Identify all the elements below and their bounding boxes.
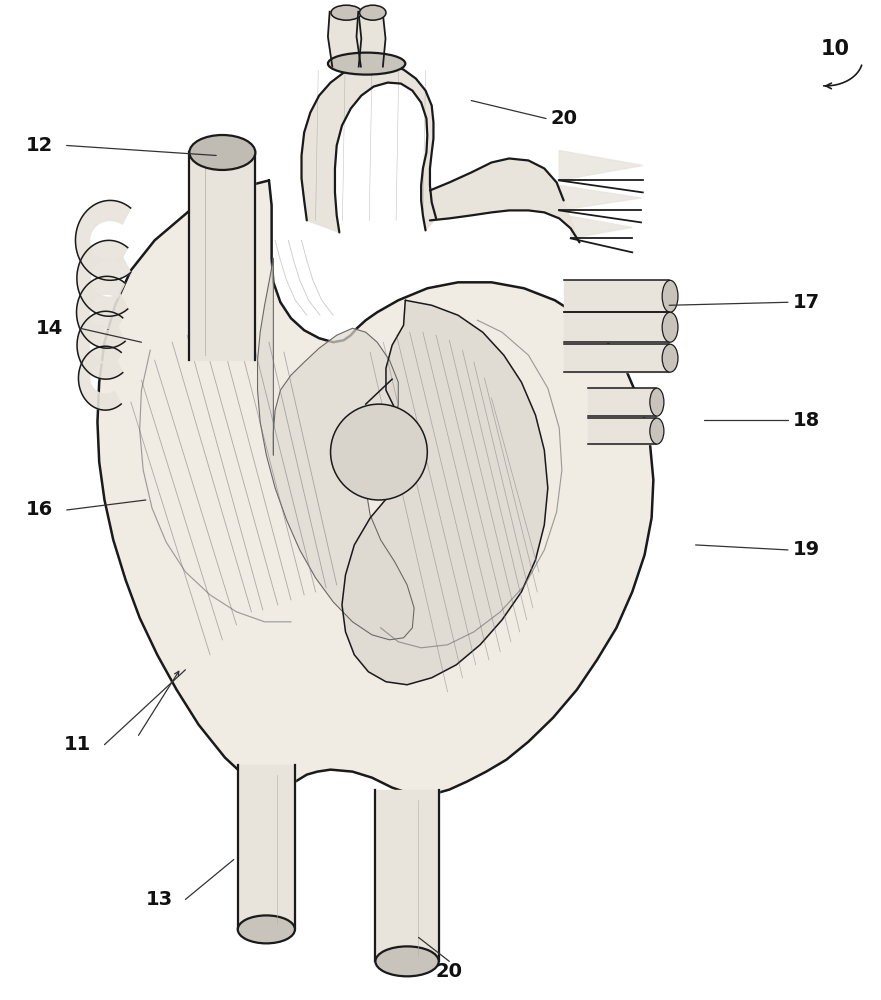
Polygon shape [559, 150, 643, 180]
Polygon shape [328, 12, 361, 67]
Polygon shape [189, 152, 255, 360]
Text: 20: 20 [551, 109, 577, 128]
Text: 12: 12 [26, 136, 53, 155]
Ellipse shape [650, 388, 664, 416]
Text: 17: 17 [792, 293, 819, 312]
Polygon shape [342, 300, 548, 685]
Text: 13: 13 [146, 890, 173, 909]
Ellipse shape [375, 946, 439, 976]
Text: 14: 14 [36, 319, 63, 338]
Ellipse shape [663, 344, 678, 372]
Text: 16: 16 [26, 500, 53, 519]
Polygon shape [564, 344, 670, 372]
Ellipse shape [238, 915, 295, 943]
Polygon shape [357, 12, 386, 67]
Polygon shape [77, 311, 122, 379]
Polygon shape [589, 388, 656, 416]
Polygon shape [98, 180, 654, 795]
Text: 18: 18 [792, 411, 819, 430]
Ellipse shape [189, 135, 255, 170]
Polygon shape [78, 346, 122, 410]
Polygon shape [559, 185, 641, 210]
Polygon shape [571, 216, 633, 238]
Text: 11: 11 [64, 735, 92, 754]
Polygon shape [564, 312, 670, 342]
Polygon shape [430, 158, 580, 242]
Ellipse shape [663, 312, 678, 342]
Ellipse shape [330, 404, 427, 500]
Polygon shape [77, 240, 128, 316]
Ellipse shape [650, 418, 664, 444]
Polygon shape [301, 64, 436, 232]
Polygon shape [76, 200, 130, 280]
Polygon shape [257, 258, 414, 640]
Text: 20: 20 [436, 962, 463, 981]
Polygon shape [375, 790, 439, 961]
Polygon shape [589, 418, 656, 444]
Polygon shape [77, 276, 125, 348]
Text: 10: 10 [820, 39, 849, 59]
Polygon shape [564, 280, 670, 312]
Ellipse shape [359, 5, 386, 20]
Ellipse shape [663, 280, 678, 312]
Ellipse shape [331, 5, 362, 20]
Text: 19: 19 [792, 540, 819, 559]
Ellipse shape [328, 53, 405, 75]
Polygon shape [238, 765, 295, 929]
